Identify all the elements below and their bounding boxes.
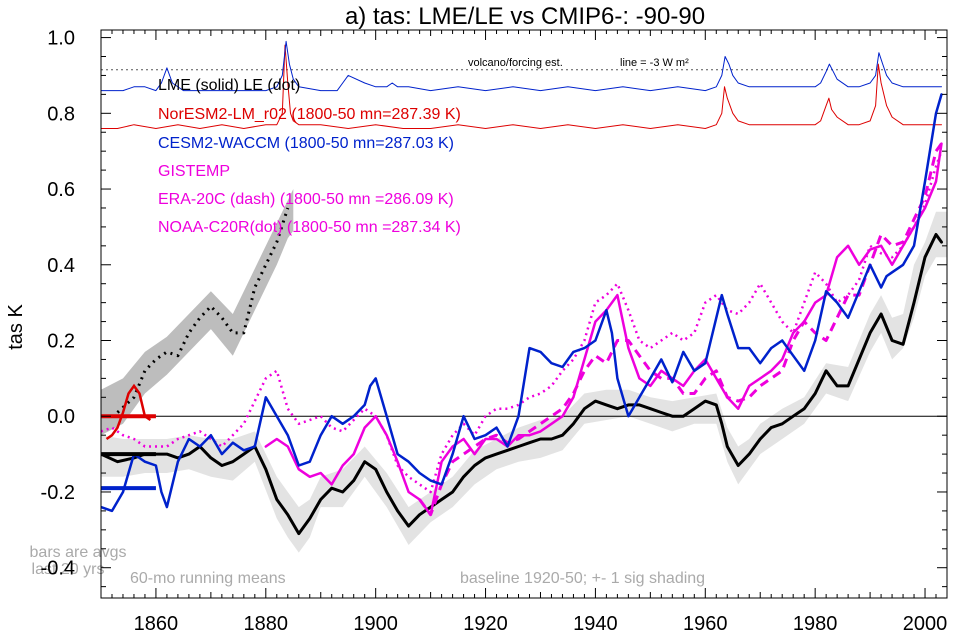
bars-note-line-1: bars are avgs [30,544,127,561]
bars-note-line-2: last 20 yrs [32,561,105,578]
x-tick-label: 1880 [244,613,289,635]
running-means-note: 60-mo running means [130,570,286,587]
series-noresm2-lm-forcing-est [101,44,942,129]
x-tick-label: 1980 [793,613,838,635]
series-cesm2-waccm-forcing-est [101,40,942,92]
shade-le-1-sig [101,189,294,436]
x-tick-label: 1940 [573,613,618,635]
y-tick-label: 0.2 [47,331,75,353]
y-axis-label: tas K [5,304,27,350]
y-tick-label: 0.4 [47,255,75,277]
legend-entry-era20c: ERA-20C (dash) (1800-50 mn =286.09 K) [158,191,454,208]
y-tick-label: -0.4 [41,558,75,580]
y-tick-label: 0.8 [47,103,75,125]
shade-lme-1-sig [101,211,947,553]
x-tick-label: 1900 [353,613,398,635]
noresm2-bump-curve [105,383,152,441]
x-tick-label: 2000 [903,613,948,635]
series-cesm2-waccm [101,93,943,513]
y-tick-label: 0.6 [47,179,75,201]
y-tick-label: -0.2 [41,482,75,504]
shading-layer [101,189,947,553]
y-tick-label: 0.0 [47,406,75,428]
series-era-20c-dash [418,142,943,517]
y-tick-label: 1.0 [47,28,75,50]
x-tick-label: 1920 [463,613,508,635]
legend-entry-noaa-c20r: NOAA-C20R(dot) (1800-50 mn =287.34 K) [158,219,461,236]
x-tick-label: 1960 [683,613,728,635]
volcano-forcing-label: volcano/forcing est. [468,57,563,69]
legend-entry-lme-le: LME (solid) LE (dot) [158,77,300,94]
annotations: volcano/forcing est. line = -3 W m² bars… [30,57,706,587]
baseline-note: baseline 1920-50; +- 1 sig shading [460,570,705,587]
legend-entry-cesm2-waccm: CESM2-WACCM (1800-50 mn=287.03 K) [158,135,454,152]
axes-layer: 1860 1880 1900 1920 1940 1960 1980 2000 -0.4 -0.2… [41,28,948,635]
plot-frame [100,29,948,599]
legend-entry-gistemp: GISTEMP [158,163,230,180]
legend: LME (solid) LE (dot) NorESM2-LM_r02 (180… [158,77,461,236]
series-layer [101,40,943,536]
forcing-line-label: line = -3 W m² [620,57,689,69]
avg-bars-layer [101,383,156,491]
x-tick-label: 1860 [134,613,179,635]
chart-title: a) tas: LME/LE vs CMIP6-: -90-90 [345,3,705,30]
legend-entry-noresm2: NorESM2-LM_r02 (1800-50 mn=287.39 K) [158,106,461,123]
